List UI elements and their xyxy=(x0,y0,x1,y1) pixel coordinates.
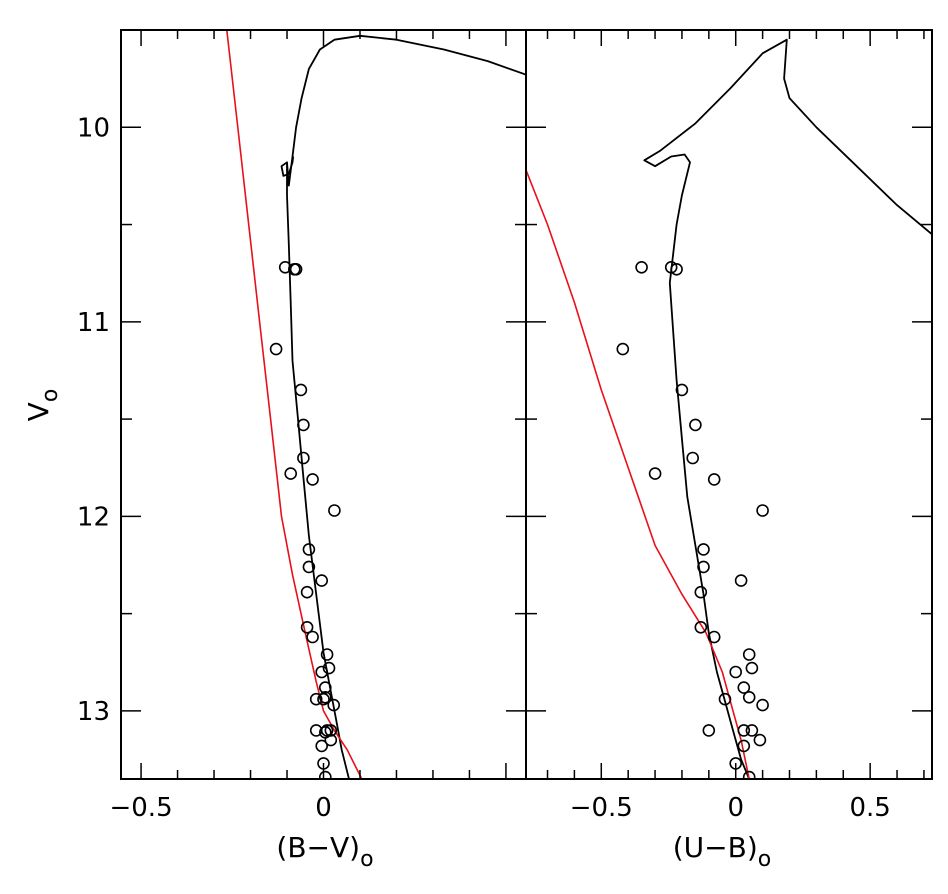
right-x-tick-label: −0.5 xyxy=(570,793,633,823)
left-x-tick-labels: −0.5 0 xyxy=(109,793,331,823)
y-tick-label: 12 xyxy=(77,502,110,532)
right-star-point xyxy=(734,574,748,587)
right-star-point xyxy=(756,504,769,517)
left-plot-area xyxy=(226,30,526,779)
right-x-tick-labels: −0.5 0 0.5 xyxy=(570,793,891,823)
left-star-point xyxy=(318,725,332,739)
left-star-point xyxy=(302,560,316,574)
right-star-point xyxy=(697,543,710,556)
left-zams-line-2 xyxy=(226,30,363,779)
right-star-point xyxy=(756,698,769,712)
y-tick-label: 10 xyxy=(77,113,110,143)
right-star-point xyxy=(707,630,721,644)
right-star-point xyxy=(737,724,751,737)
right-star-point xyxy=(718,692,732,706)
right-star-point xyxy=(742,690,756,704)
left-star-point xyxy=(306,630,319,644)
right-star-point xyxy=(648,467,662,480)
y-tick-label: 13 xyxy=(77,697,110,727)
right-star-point xyxy=(616,342,630,356)
right-x-tick-label: 0 xyxy=(727,793,744,823)
right-x-axis-label: (U−B)o xyxy=(673,831,771,872)
right-star-point xyxy=(753,733,767,747)
right-star-point xyxy=(745,661,759,675)
left-x-tick-label: 0 xyxy=(315,793,332,823)
left-star-point xyxy=(318,681,332,694)
left-star-point xyxy=(317,692,330,706)
left-star-point xyxy=(328,504,341,517)
right-plot-area xyxy=(526,38,932,779)
left-star-point xyxy=(294,383,308,397)
right-star-point xyxy=(729,665,743,679)
left-star-point xyxy=(327,698,341,712)
left-x-axis-label: (B−V)o xyxy=(276,831,373,872)
right-star-point xyxy=(635,260,648,274)
left-x-tick-label: −0.5 xyxy=(109,793,172,823)
right-star-point xyxy=(702,724,716,737)
left-star-point xyxy=(300,620,314,634)
left-star-point xyxy=(284,467,298,480)
left-star-point xyxy=(309,692,323,706)
left-star-point xyxy=(318,690,332,704)
left-star-point xyxy=(306,473,319,486)
left-isochrone-line-0 xyxy=(286,34,526,779)
left-star-point xyxy=(297,451,310,465)
left-star-point xyxy=(302,543,316,556)
left-star-point xyxy=(320,648,334,661)
right-star-point xyxy=(675,383,689,397)
left-isochrone-line-1 xyxy=(280,156,295,177)
right-star-point xyxy=(694,585,708,599)
left-star-point xyxy=(315,739,329,753)
right-star-point xyxy=(697,560,710,574)
left-star-point xyxy=(319,770,332,779)
left-star-point xyxy=(315,665,329,679)
y-tick-labels: 10 11 12 13 xyxy=(77,113,110,727)
right-star-point xyxy=(742,648,756,661)
left-star-point xyxy=(322,661,336,675)
right-star-point xyxy=(664,260,678,274)
right-star-point xyxy=(694,620,708,634)
left-star-point xyxy=(315,574,329,587)
right-star-point xyxy=(689,418,702,432)
left-star-point xyxy=(300,585,314,599)
right-star-point xyxy=(686,451,700,465)
right-plot-frame xyxy=(525,29,933,780)
right-isochrone-line-0 xyxy=(643,38,932,779)
right-star-point xyxy=(742,770,756,779)
y-axis-label: Vo xyxy=(22,389,63,422)
left-ticks xyxy=(121,29,526,779)
left-star-point xyxy=(269,342,283,356)
right-x-tick-label: 0.5 xyxy=(849,793,890,823)
left-star-point xyxy=(289,262,303,276)
right-panel: −0.5 0 0.5 (U−B)o xyxy=(525,29,933,872)
right-star-point xyxy=(670,262,683,276)
right-star-point xyxy=(737,739,751,753)
left-star-point xyxy=(297,418,310,432)
right-star-point xyxy=(707,473,721,486)
right-star-point xyxy=(737,681,751,694)
right-star-point xyxy=(745,724,759,737)
left-star-point xyxy=(324,724,338,737)
right-ticks xyxy=(526,29,932,779)
y-tick-label: 11 xyxy=(77,308,110,338)
